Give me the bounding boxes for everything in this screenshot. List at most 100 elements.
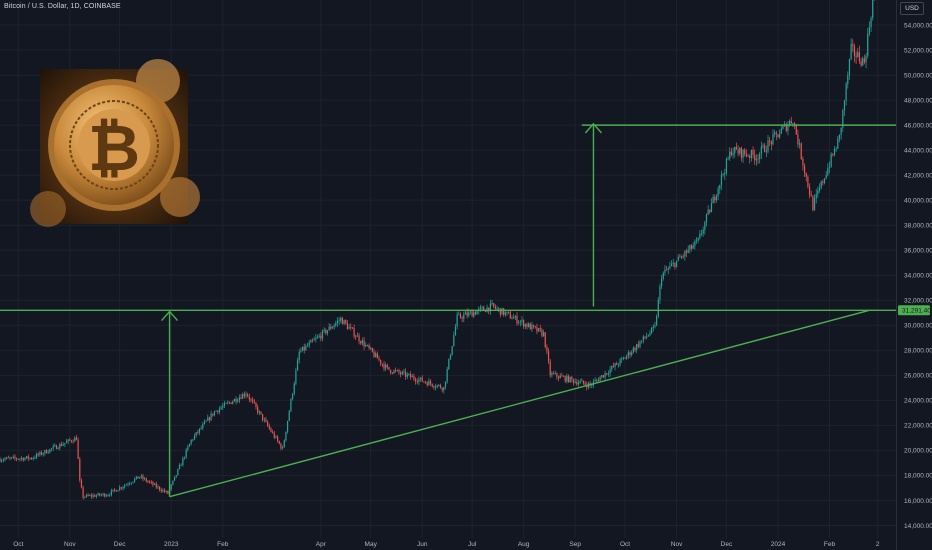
candle-body bbox=[117, 490, 119, 492]
candle-body bbox=[853, 45, 856, 56]
candle-body bbox=[438, 384, 440, 386]
x-tick-label: Jun bbox=[417, 541, 428, 548]
candle-body bbox=[626, 355, 628, 359]
candle-body bbox=[408, 373, 410, 375]
candle-body bbox=[682, 256, 684, 258]
candle-body bbox=[679, 256, 681, 258]
candle-body bbox=[632, 348, 634, 353]
candle-body bbox=[705, 214, 708, 223]
candle-body bbox=[50, 448, 53, 450]
candle-body bbox=[228, 402, 231, 404]
candle-body bbox=[637, 344, 639, 347]
candle-body bbox=[785, 123, 787, 131]
candle-body bbox=[265, 419, 267, 422]
axes: 14,000.00 16,000.00 18,000.00 20,000.00 22,0… bbox=[13, 0, 932, 550]
candle-body bbox=[471, 311, 473, 317]
drawings[interactable] bbox=[0, 122, 896, 498]
candle-body bbox=[366, 345, 368, 346]
candle-body bbox=[695, 240, 698, 242]
candle-body bbox=[463, 314, 465, 319]
candle-body bbox=[346, 323, 349, 329]
candle-body bbox=[838, 134, 841, 139]
x-tick-label: Dec bbox=[721, 541, 733, 548]
candle-body bbox=[355, 336, 357, 338]
candle-body bbox=[523, 320, 525, 327]
candle-body bbox=[564, 376, 566, 382]
candle-body bbox=[534, 326, 536, 328]
candle-body bbox=[393, 370, 395, 374]
candle-body bbox=[551, 373, 553, 376]
candle-body bbox=[37, 453, 39, 455]
candle-body bbox=[464, 312, 467, 315]
candle-body bbox=[381, 363, 383, 365]
y-tick-label: 18,000.00 bbox=[904, 473, 932, 480]
candle-body bbox=[518, 322, 520, 324]
candle-body bbox=[80, 480, 83, 488]
candle-body bbox=[192, 439, 194, 441]
candle-body bbox=[848, 59, 851, 76]
candle-body bbox=[212, 413, 214, 416]
candle-body bbox=[499, 308, 501, 315]
candle-body bbox=[506, 311, 508, 313]
candle-body bbox=[275, 436, 277, 438]
candle-body bbox=[602, 375, 605, 378]
breakout-arrow-1-head[interactable] bbox=[161, 310, 179, 322]
candle-body bbox=[160, 489, 162, 492]
y-tick-label: 16,000.00 bbox=[904, 498, 932, 505]
y-tick-label: 26,000.00 bbox=[904, 373, 932, 380]
currency-button[interactable]: USD bbox=[900, 2, 924, 15]
candle-body bbox=[760, 146, 762, 154]
candle-body bbox=[727, 158, 729, 160]
candle-body bbox=[857, 52, 859, 57]
candle-body bbox=[860, 61, 862, 66]
candle-body bbox=[519, 321, 521, 323]
candle-body bbox=[95, 495, 98, 497]
candle-body bbox=[84, 496, 86, 498]
breakout-arrow-2-head[interactable] bbox=[584, 122, 602, 134]
candle-body bbox=[662, 272, 664, 279]
candle-body bbox=[383, 364, 385, 369]
candle-body bbox=[825, 175, 827, 179]
candle-body bbox=[253, 401, 255, 403]
candle-body bbox=[74, 437, 76, 442]
candle-body bbox=[75, 437, 78, 440]
x-tick-label: May bbox=[365, 541, 378, 548]
candle-body bbox=[843, 100, 846, 111]
candle-body bbox=[285, 431, 287, 441]
candle-body bbox=[69, 439, 71, 441]
candle-body bbox=[459, 314, 462, 318]
candle-body bbox=[559, 375, 561, 379]
candle-body bbox=[390, 369, 392, 373]
candle-body bbox=[827, 167, 829, 176]
candle-body bbox=[79, 458, 81, 481]
coin-center bbox=[78, 109, 150, 181]
ascending-support-line[interactable] bbox=[169, 309, 870, 498]
candle-body bbox=[803, 165, 806, 173]
candle-body bbox=[87, 494, 89, 496]
candle-body bbox=[536, 326, 538, 332]
candle-body bbox=[250, 399, 252, 401]
candle-body bbox=[654, 325, 656, 327]
candle-body bbox=[812, 196, 814, 211]
coin-inner-ring bbox=[69, 100, 159, 190]
candle-body bbox=[230, 402, 232, 404]
y-tick-label: 48,000.00 bbox=[904, 97, 932, 104]
candle-body bbox=[542, 332, 545, 336]
candle-body bbox=[188, 443, 191, 447]
candle-body bbox=[651, 327, 653, 334]
candle-body bbox=[674, 262, 676, 268]
candle-body bbox=[120, 487, 122, 489]
candle-body bbox=[419, 377, 422, 380]
candle-body bbox=[607, 373, 610, 375]
candle-body bbox=[280, 443, 282, 449]
candle-body bbox=[787, 125, 789, 131]
y-tick-label: 22,000.00 bbox=[904, 423, 932, 430]
candle-body bbox=[40, 452, 43, 455]
candle-body bbox=[474, 312, 477, 315]
candle-body bbox=[722, 174, 724, 175]
candle-body bbox=[473, 312, 475, 317]
candle-body bbox=[820, 181, 822, 188]
candle-body bbox=[373, 351, 375, 357]
